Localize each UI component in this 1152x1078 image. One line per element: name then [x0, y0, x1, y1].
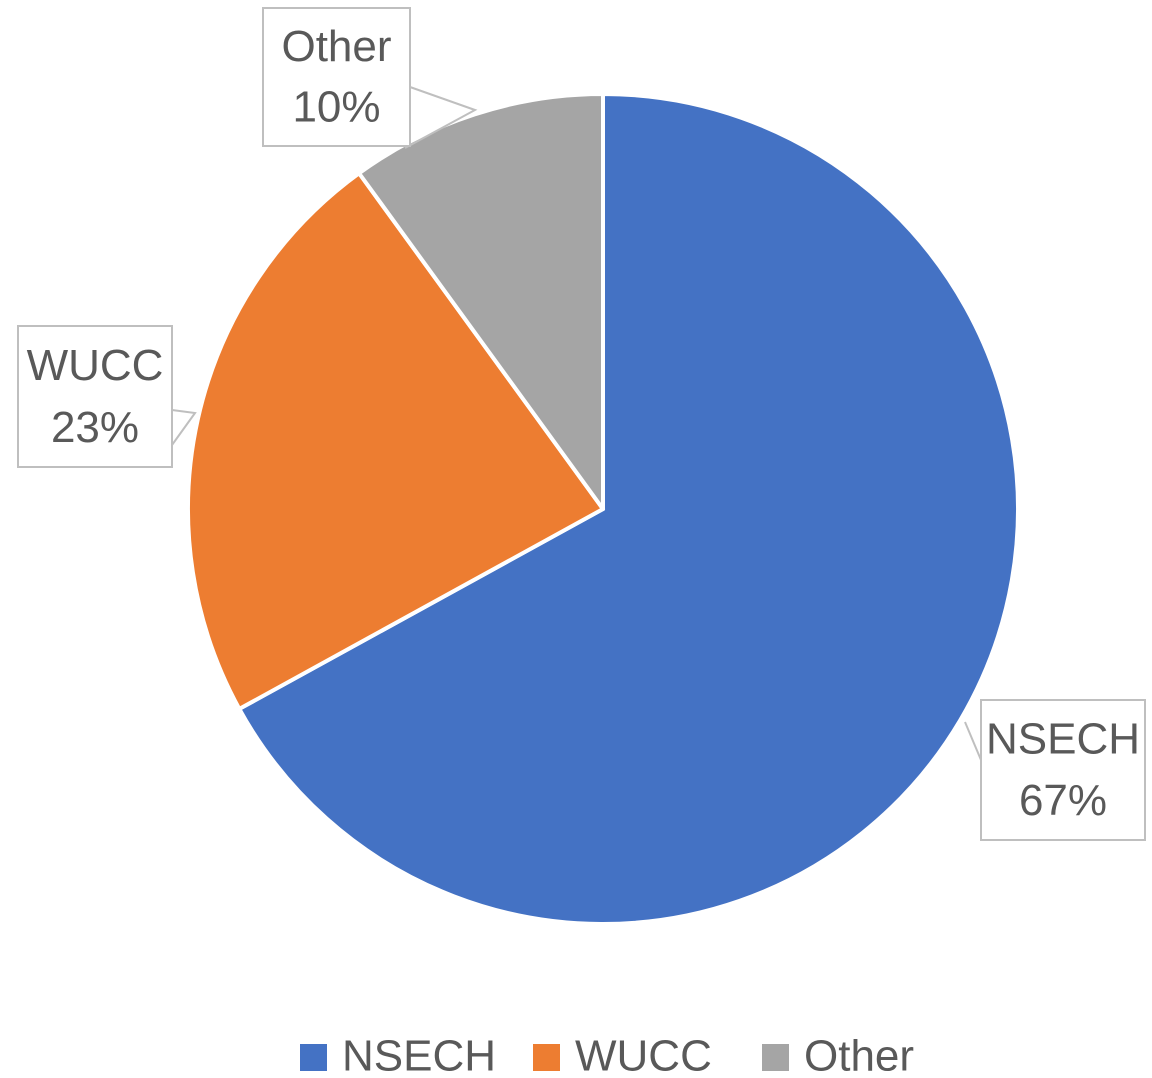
legend-swatch — [762, 1044, 789, 1071]
leader-line — [404, 86, 478, 149]
leader-line — [964, 721, 982, 761]
leader-line — [171, 409, 197, 446]
label-box — [980, 699, 1146, 841]
pie-slice — [237, 92, 1020, 926]
legend-swatch — [533, 1044, 560, 1071]
pie-slice — [186, 171, 605, 711]
data-labels: NSECH 67% WUCC 23% Other 10% — [17, 7, 1146, 841]
label-box — [262, 7, 411, 147]
legend-label: WUCC — [575, 1032, 712, 1078]
legend: NSECH WUCC Other — [300, 1032, 914, 1078]
legend-label: Other — [804, 1032, 914, 1078]
data-label: 67% — [1019, 776, 1107, 825]
legend-swatch — [300, 1044, 327, 1071]
label-box — [17, 325, 173, 468]
pie-slice — [357, 92, 605, 511]
data-label: 10% — [292, 83, 380, 132]
legend-label: NSECH — [342, 1032, 496, 1078]
data-label-name: WUCC — [27, 341, 164, 390]
data-label: 23% — [51, 403, 139, 452]
data-label-name: Other — [281, 22, 391, 71]
pie — [186, 92, 1020, 926]
data-label-name: NSECH — [986, 715, 1140, 764]
